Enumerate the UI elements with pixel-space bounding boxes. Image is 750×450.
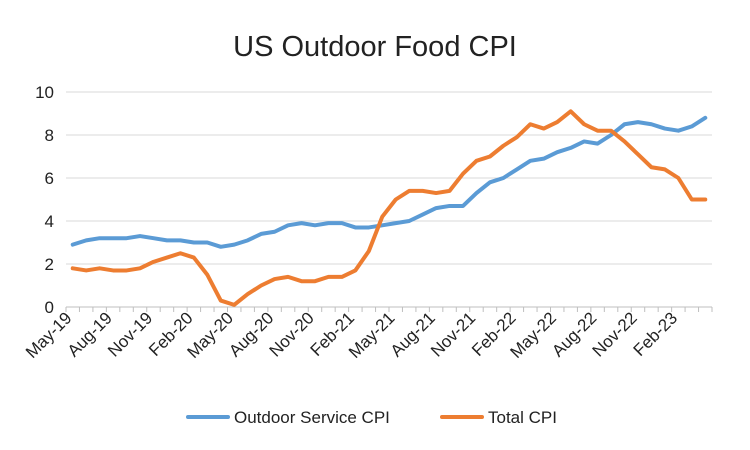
x-tick-label: May-21 [345, 308, 399, 362]
x-tick-label: May-22 [507, 308, 561, 362]
y-tick-label: 10 [35, 83, 54, 102]
x-tick-label: Feb-23 [630, 308, 682, 360]
series-line-total-cpi [70, 109, 708, 307]
x-tick-label: Nov-19 [104, 308, 156, 360]
grid-layer [66, 91, 712, 308]
legend-label: Total CPI [488, 408, 557, 427]
y-tick-label: 6 [45, 169, 54, 188]
legend: Outdoor Service CPI Total CPI [186, 408, 557, 427]
chart-title: US Outdoor Food CPI [233, 31, 517, 63]
y-tick-label: 0 [45, 298, 54, 317]
x-tick-label: Nov-20 [266, 308, 318, 360]
x-tick-label: Aug-21 [387, 308, 439, 360]
y-tick-label: 2 [45, 255, 54, 274]
x-tick-label: Nov-22 [589, 308, 641, 360]
series-line-outdoor-service-cpi [70, 115, 708, 249]
x-tick-label: Aug-22 [548, 308, 600, 360]
y-tick-label: 4 [45, 212, 54, 231]
x-tick-label: Aug-20 [225, 308, 277, 360]
x-tick-label: May-20 [184, 308, 238, 362]
y-tick-label: 8 [45, 126, 54, 145]
y-axis-ticks: 0 2 4 6 8 10 [35, 83, 54, 317]
series-layer [70, 109, 708, 307]
x-axis-ticks: May-19Aug-19Nov-19Feb-20May-20Aug-20Nov-… [22, 307, 713, 362]
legend-label: Outdoor Service CPI [234, 408, 390, 427]
x-tick-label: Aug-19 [64, 308, 116, 360]
x-tick-label: Nov-21 [427, 308, 479, 360]
